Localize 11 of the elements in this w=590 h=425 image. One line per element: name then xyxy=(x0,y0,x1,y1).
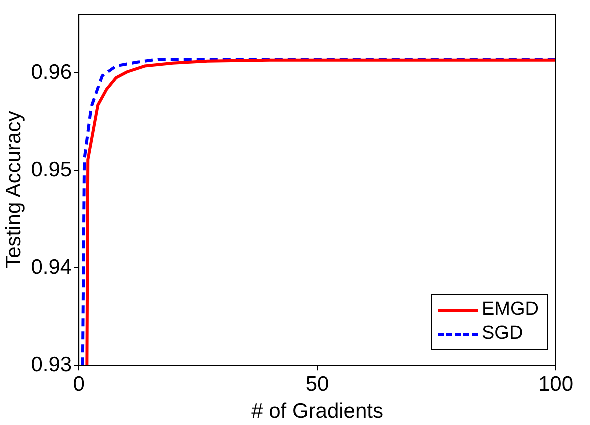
y-tick-label: 0.96 xyxy=(31,60,72,84)
y-tick-label: 0.95 xyxy=(31,158,72,182)
x-tick-label: 50 xyxy=(306,372,330,396)
legend-label: SGD xyxy=(482,323,524,345)
legend-label: EMGD xyxy=(482,299,539,321)
x-tick-label: 100 xyxy=(538,372,574,396)
y-axis-title: Testing Accuracy xyxy=(2,110,26,269)
y-tick-label: 0.93 xyxy=(31,353,72,376)
x-axis-title: # of Gradients xyxy=(252,400,384,424)
y-tick-label: 0.94 xyxy=(31,256,72,279)
x-tick-label: 0 xyxy=(73,372,85,396)
